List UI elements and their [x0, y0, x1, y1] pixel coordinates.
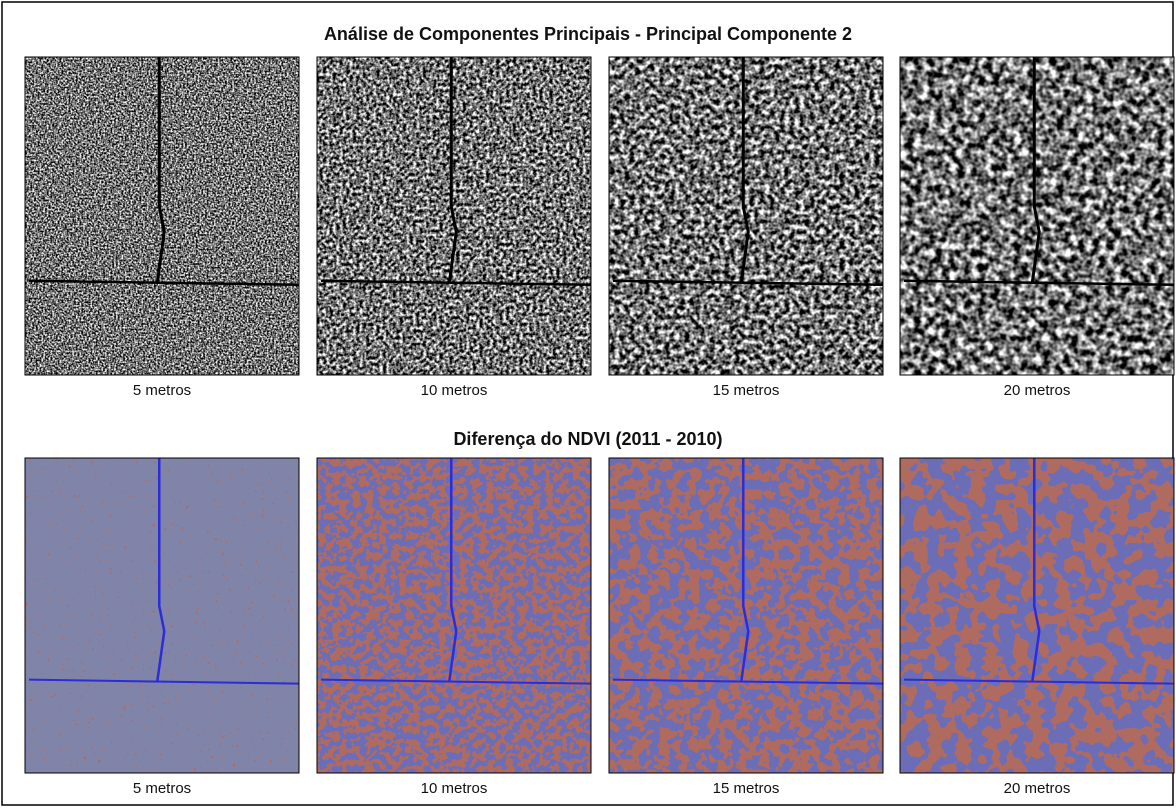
panel-border — [316, 56, 592, 376]
panel-caption: 20 metros — [1004, 382, 1071, 399]
road — [612, 678, 884, 685]
road — [320, 279, 592, 287]
road — [320, 678, 592, 685]
image-panel — [899, 56, 1175, 376]
image-panel — [24, 457, 300, 774]
section-title: Diferença do NDVI (2011 - 2010) — [453, 429, 722, 449]
road — [1030, 57, 1041, 283]
panel-caption: 10 metros — [421, 382, 488, 399]
image-panel — [24, 56, 300, 376]
panel-caption: 10 metros — [421, 780, 488, 797]
road — [28, 678, 300, 685]
image-panel — [608, 457, 884, 774]
panel-caption: 5 metros — [133, 382, 191, 399]
road — [156, 458, 166, 682]
image-panel — [316, 457, 592, 774]
road — [447, 57, 458, 283]
panel-caption: 20 metros — [1004, 780, 1071, 797]
panel-border — [899, 56, 1175, 376]
road — [903, 279, 1175, 287]
panel-border — [24, 457, 300, 774]
panel-border — [608, 56, 884, 376]
image-panel — [316, 56, 592, 376]
panel-border — [608, 457, 884, 774]
road — [448, 458, 458, 682]
road — [612, 279, 884, 287]
road — [740, 458, 750, 682]
panel-border — [899, 457, 1175, 774]
panel-caption: 15 metros — [713, 780, 780, 797]
road — [1031, 458, 1041, 682]
road — [155, 57, 166, 283]
road — [28, 279, 300, 287]
image-panel — [899, 457, 1175, 774]
panel-border — [24, 56, 300, 376]
panel-caption: 5 metros — [133, 780, 191, 797]
road — [903, 678, 1175, 685]
image-panel — [608, 56, 884, 376]
road — [739, 57, 750, 283]
panel-border — [316, 457, 592, 774]
section-title: Análise de Componentes Principais - Prin… — [324, 24, 852, 44]
panel-caption: 15 metros — [713, 382, 780, 399]
